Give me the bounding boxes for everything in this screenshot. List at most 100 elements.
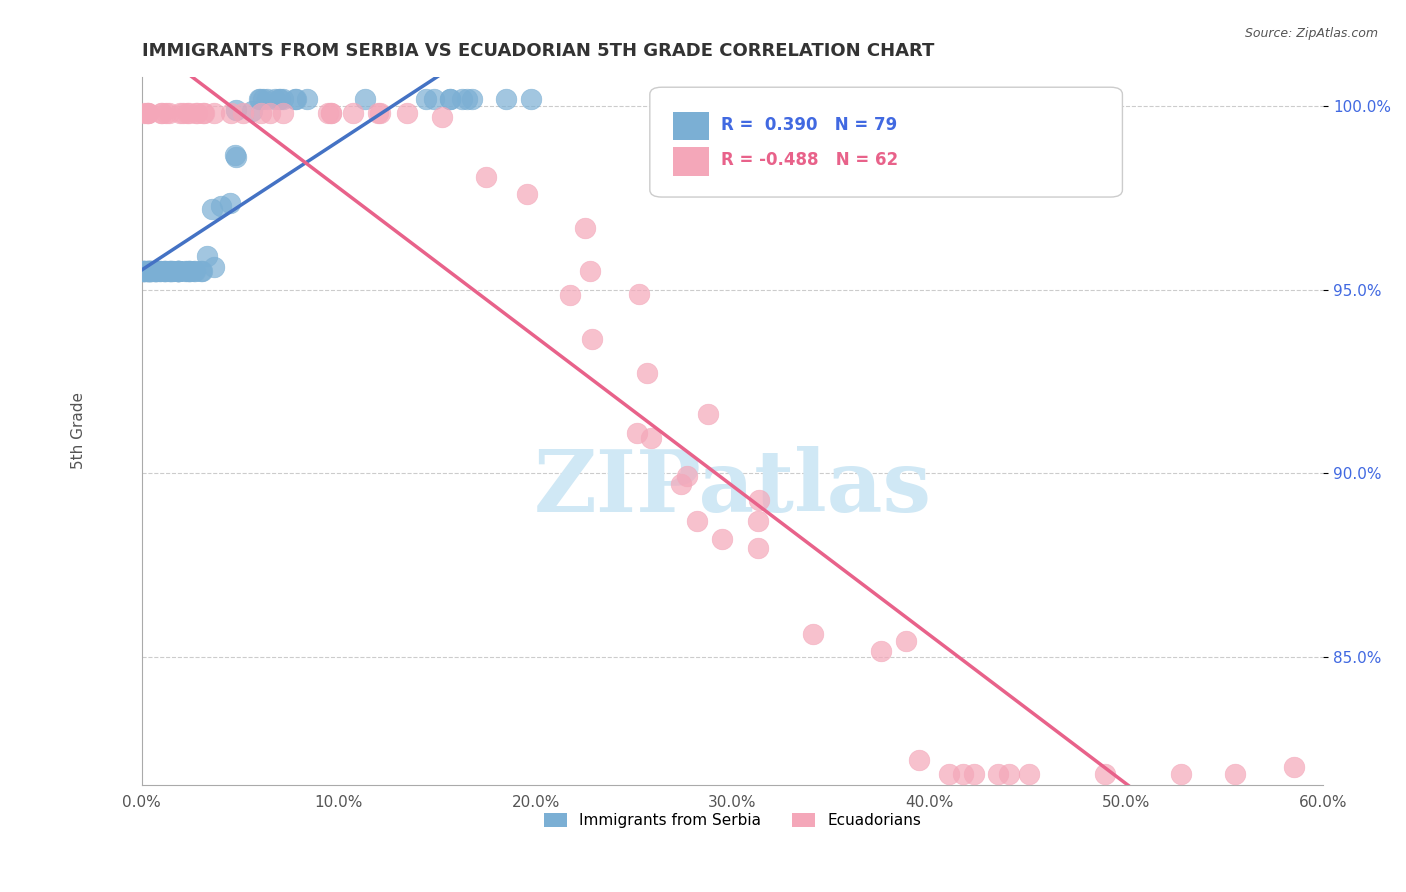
Point [938,767,960,781]
Point [166,264,188,278]
Bar [673,147,709,176]
Point [209,199,232,213]
Point [136,264,159,278]
Point [686,515,709,529]
Point [423,92,446,106]
Point [159,264,181,278]
Point [1018,767,1040,781]
Point [519,92,541,106]
Point [179,264,201,278]
Point [131,264,153,278]
Point [747,514,769,528]
Point [155,264,177,278]
Point [894,633,917,648]
Point [640,431,662,445]
Y-axis label: 5th Grade: 5th Grade [72,392,86,469]
Point [157,106,180,120]
Point [997,767,1019,781]
Point [284,92,307,106]
Point [676,469,699,483]
Point [439,92,461,106]
Point [152,264,174,278]
Point [495,92,517,106]
Point [166,264,188,278]
Point [195,249,218,263]
Point [1282,760,1305,774]
Text: ZIPatlas: ZIPatlas [533,445,932,530]
Point [342,106,364,120]
Point [145,264,167,278]
Point [269,92,291,106]
Point [295,92,318,106]
Point [1223,767,1246,781]
Bar [673,112,709,140]
Point [135,264,157,278]
Point [167,264,190,278]
Point [138,264,160,278]
Point [368,106,391,120]
Text: R = -0.488   N = 62: R = -0.488 N = 62 [721,152,898,169]
Point [636,366,658,380]
Point [152,106,174,120]
Point [186,106,208,120]
Point [202,106,225,120]
Point [179,106,201,120]
FancyBboxPatch shape [650,87,1122,197]
Point [415,92,437,106]
Point [190,264,212,278]
Point [560,288,582,302]
Point [139,264,162,278]
Point [132,264,155,278]
Point [316,106,339,120]
Point [240,103,263,118]
Point [136,106,159,120]
Point [173,264,195,278]
Point [157,264,180,278]
Point [396,106,419,120]
Point [149,264,172,278]
Point [1094,767,1116,781]
Point [179,264,201,278]
Point [167,264,190,278]
Point [232,106,254,120]
Point [626,425,648,440]
Point [202,260,225,274]
Point [669,477,692,491]
Point [987,767,1010,781]
Point [167,264,190,278]
Point [256,92,278,106]
Point [450,92,472,106]
Point [145,264,167,278]
Point [191,106,214,120]
Point [869,644,891,658]
Point [134,264,156,278]
Point [367,106,389,120]
Point [201,202,224,216]
Point [142,264,165,278]
Point [134,264,156,278]
Point [183,264,205,278]
Point [132,106,155,120]
Point [143,264,166,278]
Point [153,264,176,278]
Point [271,92,294,106]
Point [271,106,294,120]
Point [247,92,270,106]
Point [747,541,769,555]
Point [711,532,734,546]
Point [219,195,242,210]
Point [162,264,184,278]
Point [145,264,167,278]
Point [696,407,718,421]
Point [263,92,285,106]
Point [159,264,181,278]
Point [908,754,931,768]
Point [179,264,201,278]
Point [249,92,271,106]
Point [153,264,176,278]
Point [176,106,198,120]
Point [193,106,215,120]
Point [259,106,281,120]
Point [748,493,770,508]
Point [578,264,600,278]
